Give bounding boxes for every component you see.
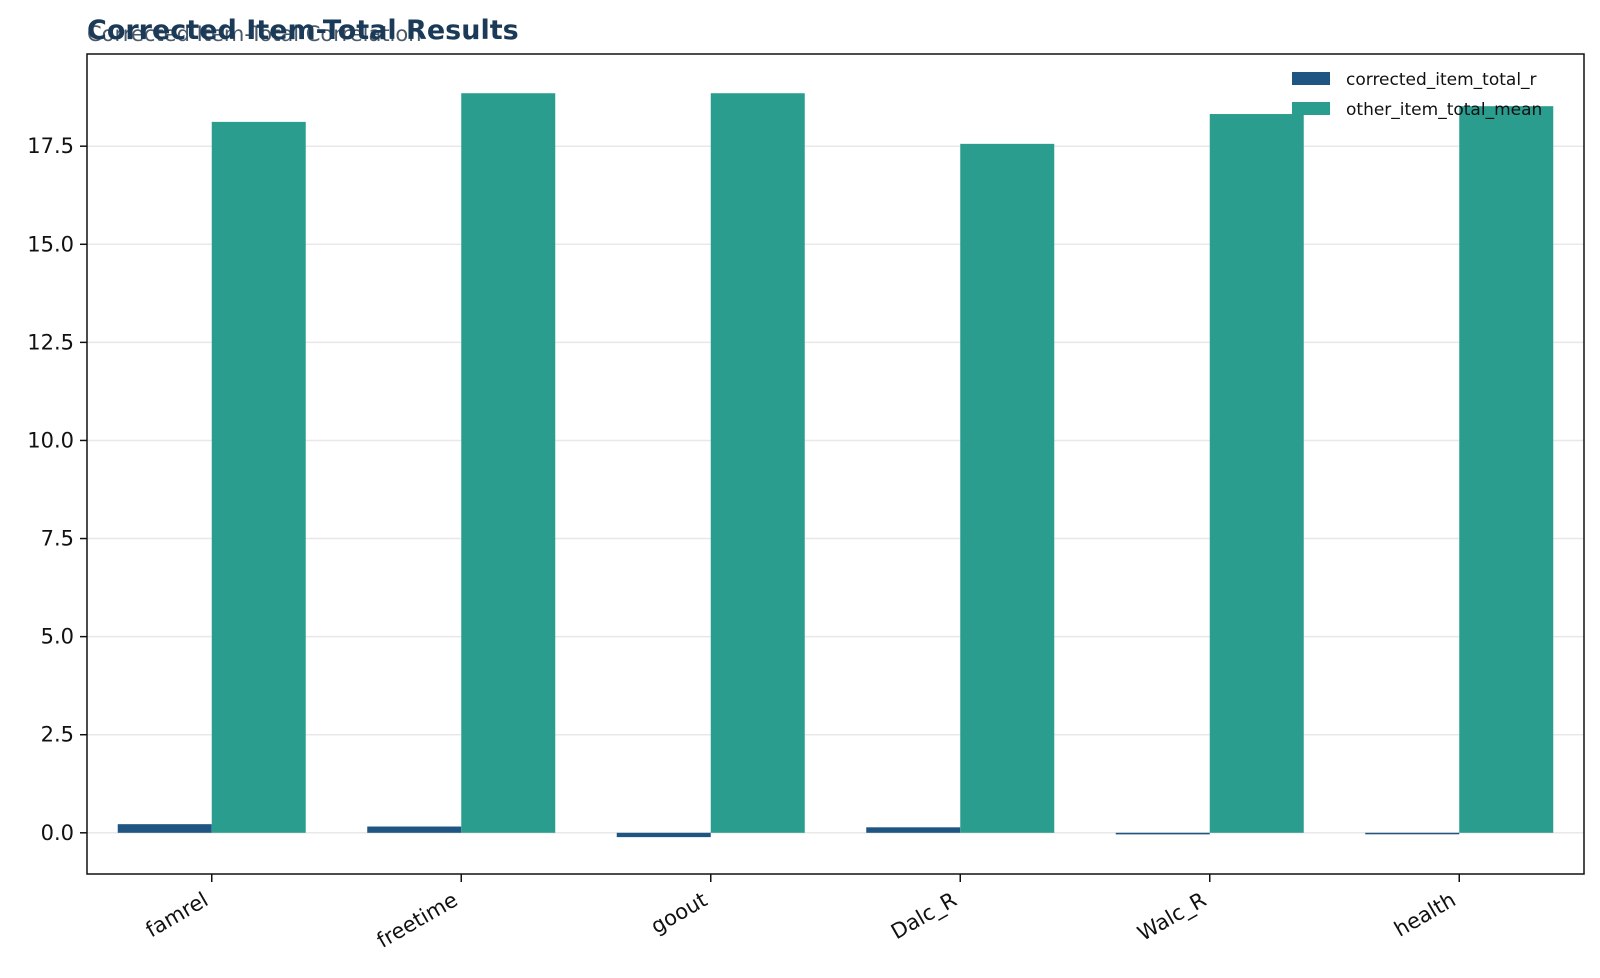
bar-corrected_item_total_r: [1115, 832, 1210, 835]
x-tick-label: Dalc_R: [887, 888, 961, 945]
y-tick-label: 0.0: [41, 821, 74, 845]
bars-layer: [117, 93, 1554, 838]
chart-subtitle: Corrected Item-Total Correlation: [87, 22, 422, 46]
legend: corrected_item_total_r other_item_total_m…: [1292, 70, 1542, 120]
y-tick-label: 12.5: [27, 330, 74, 354]
y-tick-label: 10.0: [27, 428, 74, 452]
bar-other_item_total_mean: [710, 93, 805, 833]
bar-corrected_item_total_r: [1365, 832, 1460, 835]
bar-corrected_item_total_r: [367, 826, 462, 833]
legend-swatch-other_item_total_mean: [1292, 102, 1330, 115]
bar-corrected_item_total_r: [117, 824, 212, 833]
bar-corrected_item_total_r: [866, 827, 961, 833]
x-tick-label: famrel: [142, 888, 213, 943]
bar-other_item_total_mean: [461, 93, 556, 833]
y-tick-label: 17.5: [27, 134, 74, 158]
legend-label: other_item_total_mean: [1346, 100, 1542, 120]
bar-other_item_total_mean: [1459, 106, 1554, 833]
chart-title: Corrected Item-Total Results: [87, 15, 519, 46]
x-tick-label: goout: [647, 888, 711, 939]
x-tick-label: health: [1390, 888, 1460, 942]
y-tick-label: 7.5: [41, 527, 74, 551]
plot-frame: [86, 53, 1585, 875]
y-tick-label: 15.0: [27, 232, 74, 256]
x-tick-label: Walc_R: [1134, 888, 1211, 947]
legend-swatch-corrected_item_total_r: [1292, 72, 1330, 85]
legend-label: corrected_item_total_r: [1346, 70, 1537, 90]
bar-other_item_total_mean: [960, 143, 1055, 833]
bar-other_item_total_mean: [1209, 114, 1304, 833]
grid-layer: [87, 145, 1584, 834]
y-tick-label: 2.5: [41, 723, 74, 747]
bar-other_item_total_mean: [211, 121, 306, 833]
bar-corrected_item_total_r: [616, 832, 711, 838]
x-tick-label: freetime: [373, 888, 462, 953]
y-tick-label: 5.0: [41, 625, 74, 649]
